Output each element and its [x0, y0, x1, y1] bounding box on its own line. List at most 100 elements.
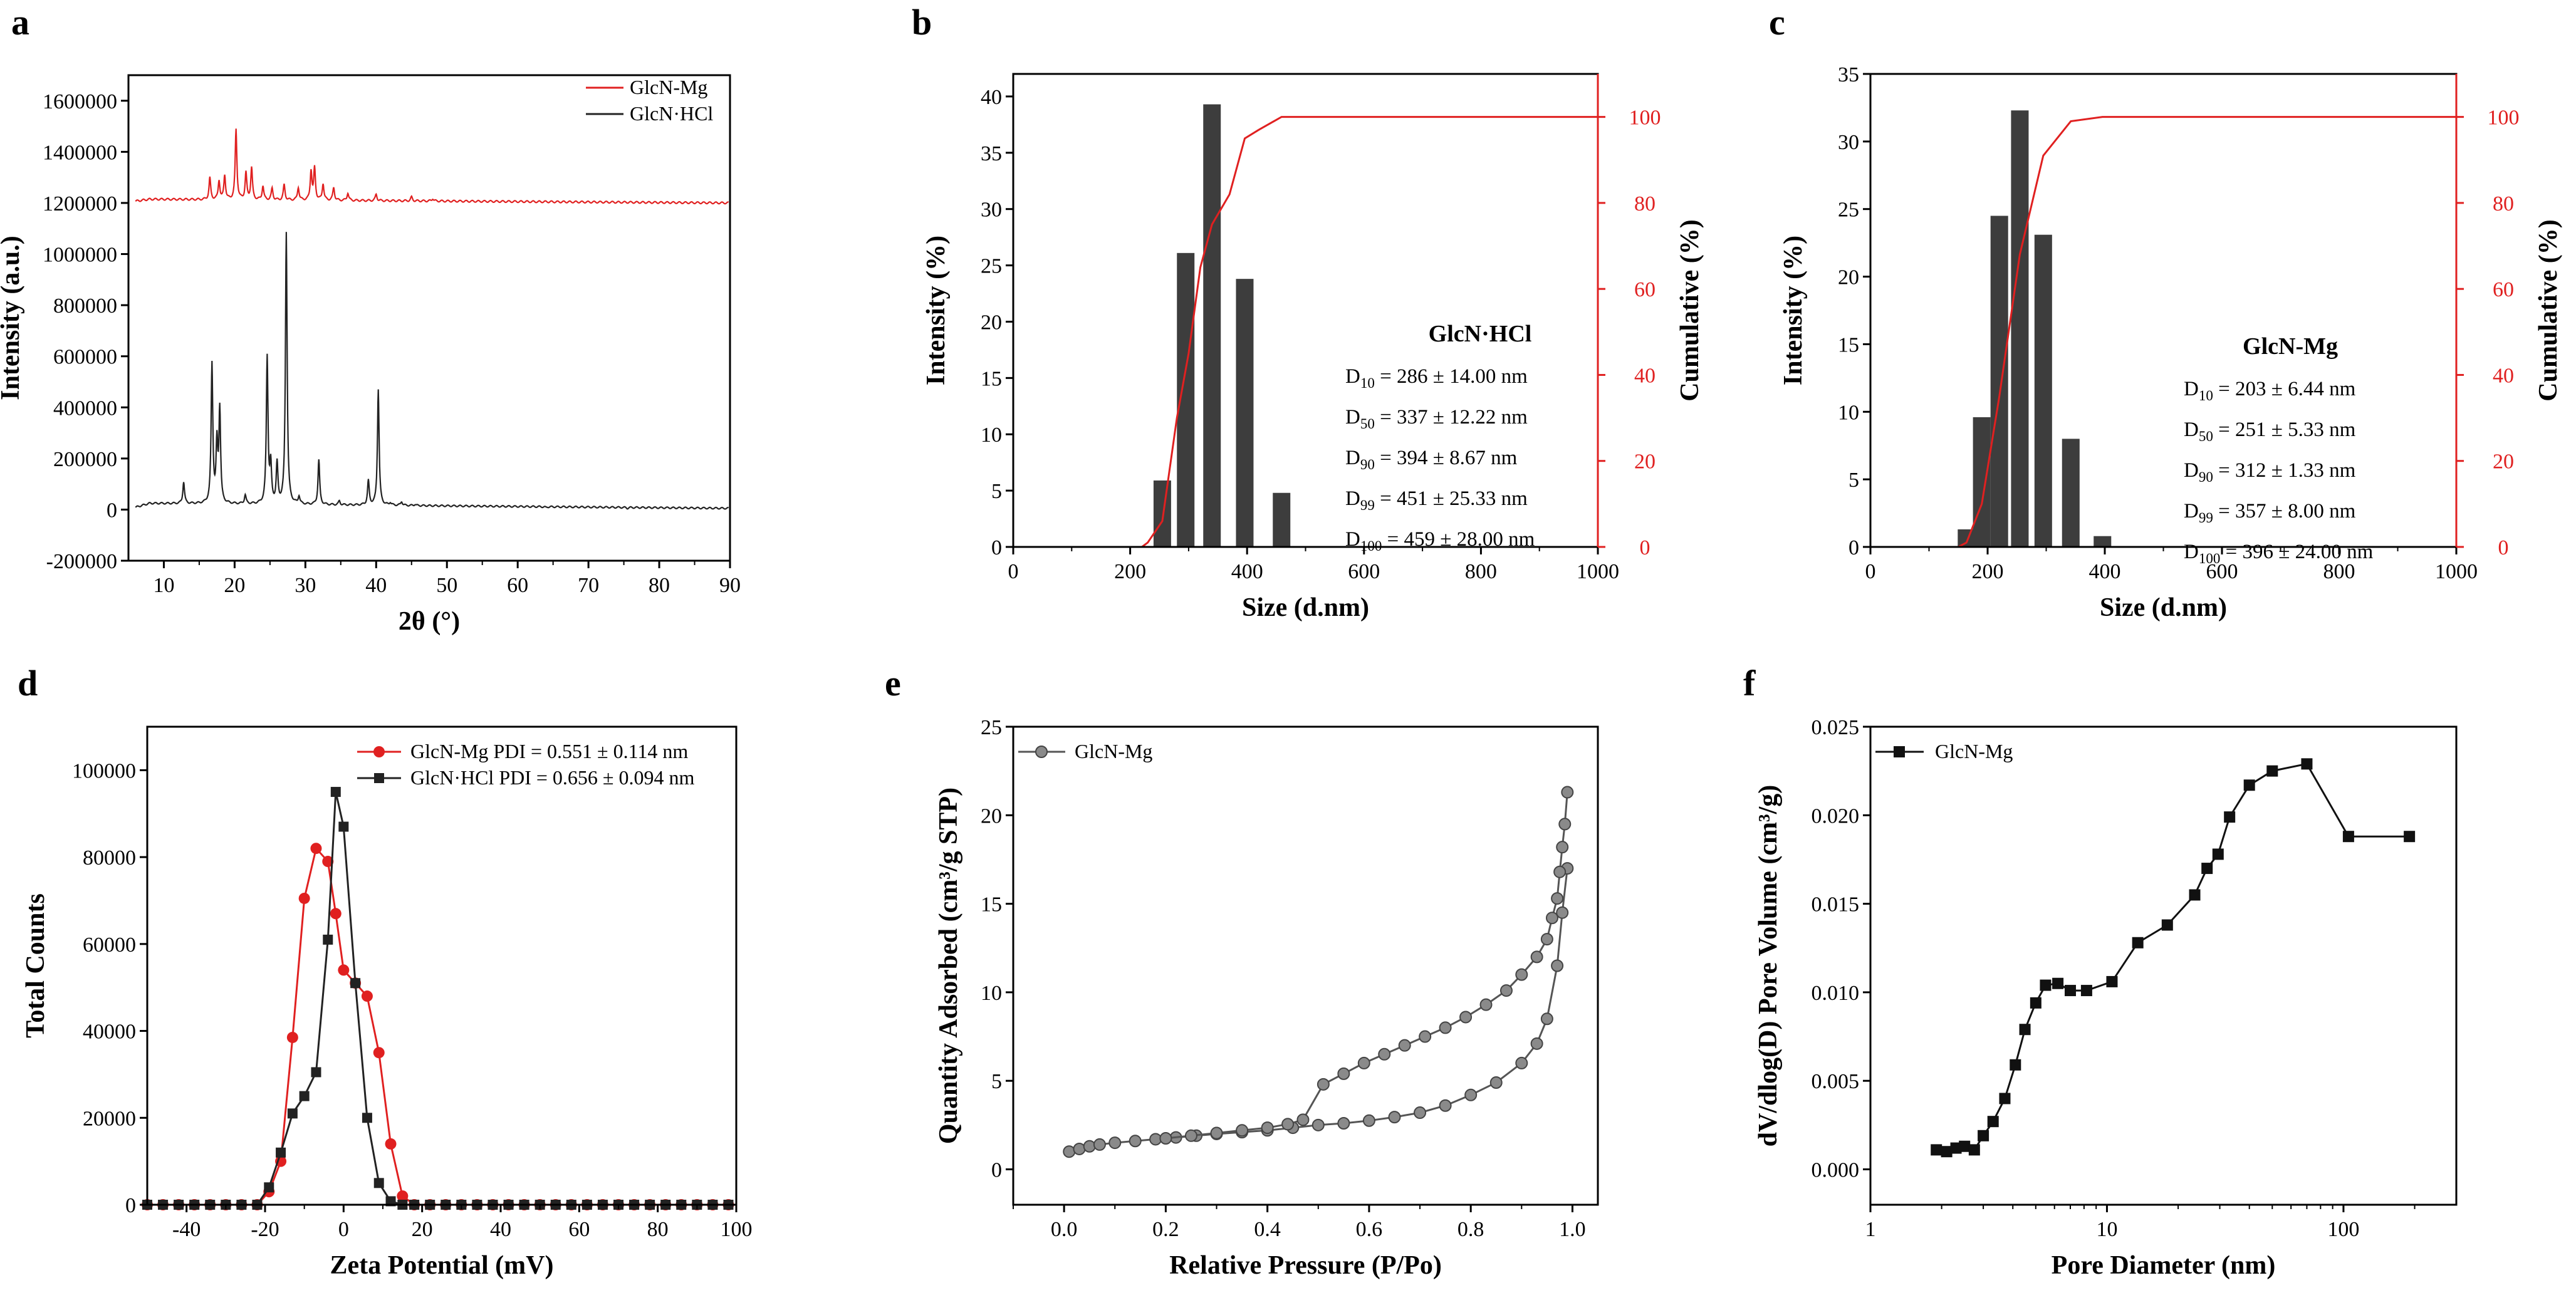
e-x-tick-label: 0.0 [1051, 1218, 1078, 1241]
data-point [350, 978, 361, 989]
data-point [1281, 1118, 1295, 1131]
b-x-tick-label: 0 [1008, 560, 1019, 583]
data-point [1499, 984, 1513, 997]
b-x-axis-label: Size (d.nm) [1242, 593, 1369, 622]
a-x-tick-label: 60 [507, 574, 528, 597]
c-y-tick-label: 20 [1838, 266, 1859, 289]
e-y-tick-label: 10 [981, 982, 1002, 1005]
series-line-glcn-hcl [135, 232, 729, 510]
data-point [1515, 1056, 1528, 1069]
data-point [2243, 779, 2255, 791]
d-x-tick-label: -40 [172, 1218, 201, 1241]
panel-d: d -40 -20 0 20 40 60 80 100 0 20000 40000 60000 80000… [18, 663, 753, 1280]
b-x-tick-label: 800 [1465, 560, 1497, 583]
bar [1958, 529, 1976, 547]
data-point [1479, 998, 1493, 1011]
data-point [2212, 848, 2224, 860]
data-point [1398, 1039, 1411, 1052]
data-point [1556, 906, 1569, 919]
data-point [2010, 1059, 2021, 1071]
panel-letter-b: b [912, 2, 932, 43]
f-y-tick-label: 0.020 [1812, 804, 1860, 828]
b-annotation-line: D99 = 451 ± 25.33 nm [1345, 487, 1528, 513]
panel-a: a 10 20 30 40 50 60 70 80 90 -200000 0 200000 400000 6… [0, 2, 741, 636]
data-point [373, 1178, 384, 1188]
data-point [330, 787, 341, 798]
a-x-tick-label: 90 [719, 574, 741, 597]
data-point [338, 964, 350, 976]
c-annotation-line: D99 = 357 ± 8.00 nm [2184, 500, 2356, 526]
panel-e: e 0.0 0.2 0.4 0.6 0.8 1.0 0 5 10 15 20 25 Relative Pr… [885, 663, 1599, 1280]
c-y-tick-label: 25 [1838, 199, 1859, 222]
bar [1203, 104, 1221, 548]
f-x-axis-label: Pore Diameter (nm) [2052, 1251, 2276, 1280]
data-point [2201, 863, 2213, 875]
b-y2-axis-label: Cumulative (%) [1676, 219, 1704, 401]
b-annotation-line: D50 = 337 ± 12.22 nm [1345, 406, 1528, 432]
c-x-tick-label: 1000 [2435, 560, 2478, 583]
data-point [264, 1182, 274, 1193]
c-x-tick-label: 400 [2089, 560, 2121, 583]
a-plot-frame [127, 74, 731, 562]
data-point [1296, 1113, 1310, 1126]
f-legend: GlcN-Mg [1875, 740, 2013, 762]
c-annotation-line: D100 = 396 ± 24.00 nm [2184, 541, 2374, 566]
panel-letter-f: f [1743, 663, 1756, 704]
legend-marker [1894, 746, 1905, 757]
panel-f: f 1 10 100 0.000 0.005 0.010 0.015 0.020 0.025 Por… [1743, 663, 2458, 1280]
data-point [1159, 1132, 1172, 1145]
bar [1973, 417, 1991, 547]
b-y2-tick-label: 100 [1629, 107, 1661, 130]
c-y-tick-label: 35 [1838, 63, 1859, 86]
data-point [1530, 950, 1543, 964]
data-point [2132, 937, 2144, 949]
d-x-tick-label: 0 [338, 1218, 349, 1241]
b-x-tick-label: 600 [1348, 560, 1380, 583]
data-point [1236, 1124, 1249, 1137]
b-y2-tick-label: 60 [1634, 278, 1656, 301]
bar [1273, 492, 1291, 547]
d-y-tick-label: 80000 [83, 846, 136, 870]
a-y-tick-label: 1000000 [43, 244, 117, 267]
data-point [2064, 985, 2076, 997]
data-point [1073, 1142, 1086, 1155]
e-y-axis-label: Quantity Adsorbed (cm³/g STP) [934, 787, 963, 1144]
b-plot-frame [1012, 73, 1599, 548]
c-y-tick-label: 10 [1838, 401, 1859, 424]
a-y-tick-label: 1400000 [43, 141, 117, 164]
a-y-tick-label: 400000 [53, 397, 117, 420]
data-point [2106, 975, 2118, 987]
data-point [1540, 1012, 1553, 1026]
data-point [1545, 912, 1558, 925]
c-annotation-line: D10 = 203 ± 6.44 nm [2184, 378, 2356, 403]
c-annotation-title: GlcN-Mg [2243, 333, 2338, 360]
legend-label: GlcN·HCl [630, 102, 713, 125]
data-point [1941, 1146, 1953, 1158]
data-point [385, 1138, 397, 1150]
data-point [1489, 1076, 1503, 1089]
bar [1153, 480, 1171, 547]
data-point [1950, 1142, 1962, 1154]
f-x-tick-label: 10 [2096, 1218, 2117, 1241]
series-line-glcn-mg [135, 128, 729, 205]
data-point [1149, 1133, 1162, 1146]
b-annotation-line: D10 = 286 ± 14.00 nm [1345, 365, 1528, 391]
bar [2034, 234, 2052, 547]
data-point [1556, 841, 1569, 854]
e-x-tick-label: 0.4 [1254, 1218, 1281, 1241]
data-point [1558, 818, 1572, 831]
f-plot-frame [1869, 725, 2458, 1206]
f-y-tick-label: 0.000 [1812, 1158, 1860, 1182]
cumulative-line [1013, 116, 1598, 548]
a-y-tick-label: 600000 [53, 346, 117, 369]
data-point [361, 990, 373, 1002]
d-y-tick-label: 100000 [72, 759, 136, 782]
f-y-tick-label: 0.015 [1812, 893, 1860, 917]
data-point [1968, 1144, 1980, 1156]
data-point [1515, 968, 1528, 981]
d-y-tick-label: 20000 [83, 1107, 136, 1130]
a-x-tick-label: 70 [578, 574, 599, 597]
data-point [2080, 985, 2092, 997]
panel-letter-c: c [1769, 2, 1785, 43]
c-annotation-line: D90 = 312 ± 1.33 nm [2184, 459, 2356, 485]
